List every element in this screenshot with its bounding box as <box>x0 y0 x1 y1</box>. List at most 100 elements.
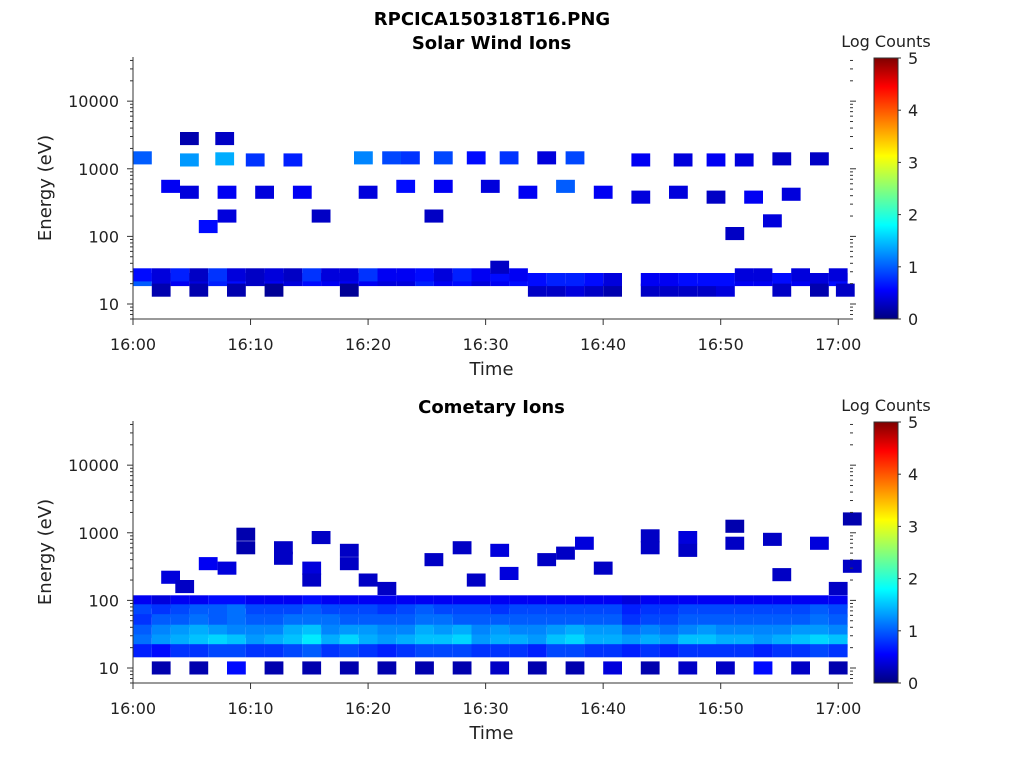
heatmap-cell <box>170 644 190 658</box>
x-tick-label: 16:00 <box>110 335 156 354</box>
y-tick-label: 10 <box>99 295 119 314</box>
heatmap-cell <box>133 644 152 658</box>
heatmap-cell <box>622 644 641 658</box>
heatmap-cell <box>321 268 340 282</box>
heatmap-cell <box>415 644 434 658</box>
x-tick-label: 16:10 <box>227 335 273 354</box>
heatmap-cell <box>678 543 698 557</box>
heatmap-cell <box>189 604 209 618</box>
heatmap-cell <box>198 220 218 234</box>
heatmap-cell <box>622 614 641 628</box>
heatmap-cell <box>810 273 829 287</box>
heatmap-cell <box>527 604 547 618</box>
heatmap-cell <box>274 551 293 565</box>
heatmap-cell <box>255 185 274 199</box>
heatmap-cell <box>565 604 585 618</box>
heatmap-cell <box>283 604 303 618</box>
heatmap-cell <box>565 614 585 628</box>
heatmap-cell <box>339 557 359 571</box>
heatmap-cell <box>377 661 397 675</box>
heatmap-cell <box>180 185 199 199</box>
heatmap-cell <box>452 644 472 658</box>
heatmap-cell <box>753 268 773 282</box>
heatmap-cell <box>527 273 547 287</box>
heatmap-cell <box>215 132 235 146</box>
heatmap-cell <box>716 644 735 658</box>
heatmap-cell <box>264 661 284 675</box>
heatmap-cell <box>321 644 340 658</box>
heatmap-cell <box>358 604 378 618</box>
x-tick-label: 17:00 <box>815 699 861 718</box>
heatmap-cell <box>358 644 378 658</box>
y-tick-label: 100 <box>88 591 119 610</box>
heatmap-cell <box>189 283 209 297</box>
heatmap-cell <box>640 273 660 287</box>
panel-title: Solar Wind Ions <box>412 33 571 54</box>
heatmap-cell <box>245 153 265 167</box>
x-tick-label: 16:30 <box>463 335 509 354</box>
heatmap-cell <box>706 153 726 167</box>
heatmap-cell <box>603 273 622 287</box>
heatmap-cell <box>763 214 782 228</box>
heatmap-cell <box>669 185 688 199</box>
heatmap-cell <box>734 268 754 282</box>
colorbar <box>873 57 899 320</box>
heatmap-cell <box>791 604 810 618</box>
heatmap-cell <box>509 268 528 282</box>
heatmap-cell <box>584 283 604 297</box>
heatmap-cell <box>575 536 594 550</box>
colorbar-tick-label: 3 <box>908 153 918 172</box>
heatmap-cell <box>189 268 209 282</box>
heatmap-cell <box>227 604 246 618</box>
heatmap-cell <box>151 604 171 618</box>
heatmap-cell <box>415 661 434 675</box>
heatmap-cell <box>396 604 416 618</box>
heatmap-cell <box>217 209 237 223</box>
heatmap-cell <box>781 187 801 201</box>
colorbar-tick-label: 5 <box>908 49 918 68</box>
heatmap-cell <box>810 283 829 297</box>
heatmap-cell <box>433 179 453 193</box>
colorbar-tick-label: 2 <box>908 206 918 225</box>
heatmap-cell <box>227 644 246 658</box>
heatmap-cell <box>499 566 519 580</box>
heatmap-cell <box>466 573 486 587</box>
heatmap-cell <box>763 532 782 546</box>
heatmap-cell <box>810 644 829 658</box>
heatmap-cell <box>842 559 862 573</box>
heatmap-cell <box>659 614 679 628</box>
heatmap-cell <box>321 604 340 618</box>
heatmap-cell <box>490 543 510 557</box>
heatmap-cell <box>640 644 660 658</box>
page-title: RPCICA150318T16.PNG <box>374 9 610 30</box>
y-axis-label: Energy (eV) <box>35 499 56 605</box>
heatmap-cell <box>396 268 416 282</box>
heatmap-cell <box>640 541 660 555</box>
heatmap-cell <box>433 268 453 282</box>
x-axis-label: Time <box>468 723 513 744</box>
heatmap-cell <box>593 185 613 199</box>
heatmap-cell <box>264 268 284 282</box>
heatmap-cell <box>734 614 754 628</box>
heatmap-cell <box>302 561 322 575</box>
colorbar <box>873 421 899 684</box>
x-axis-label: Time <box>468 359 513 380</box>
heatmap-cell <box>377 604 397 618</box>
heatmap-cell <box>678 644 698 658</box>
y-tick-label: 1000 <box>78 160 119 179</box>
x-tick-label: 16:10 <box>227 699 273 718</box>
heatmap-cell <box>189 644 209 658</box>
heatmap-cell <box>734 644 754 658</box>
colorbar-tick-label: 0 <box>908 674 918 693</box>
heatmap-cell <box>396 179 416 193</box>
heatmap-cell <box>678 273 698 287</box>
heatmap-cell <box>283 268 303 282</box>
x-tick-label: 17:00 <box>815 335 861 354</box>
heatmap-cell <box>546 614 566 628</box>
heatmap-cell <box>245 268 265 282</box>
heatmap-cell <box>603 283 622 297</box>
heatmap-cell <box>415 268 434 282</box>
heatmap-cell <box>828 614 848 628</box>
